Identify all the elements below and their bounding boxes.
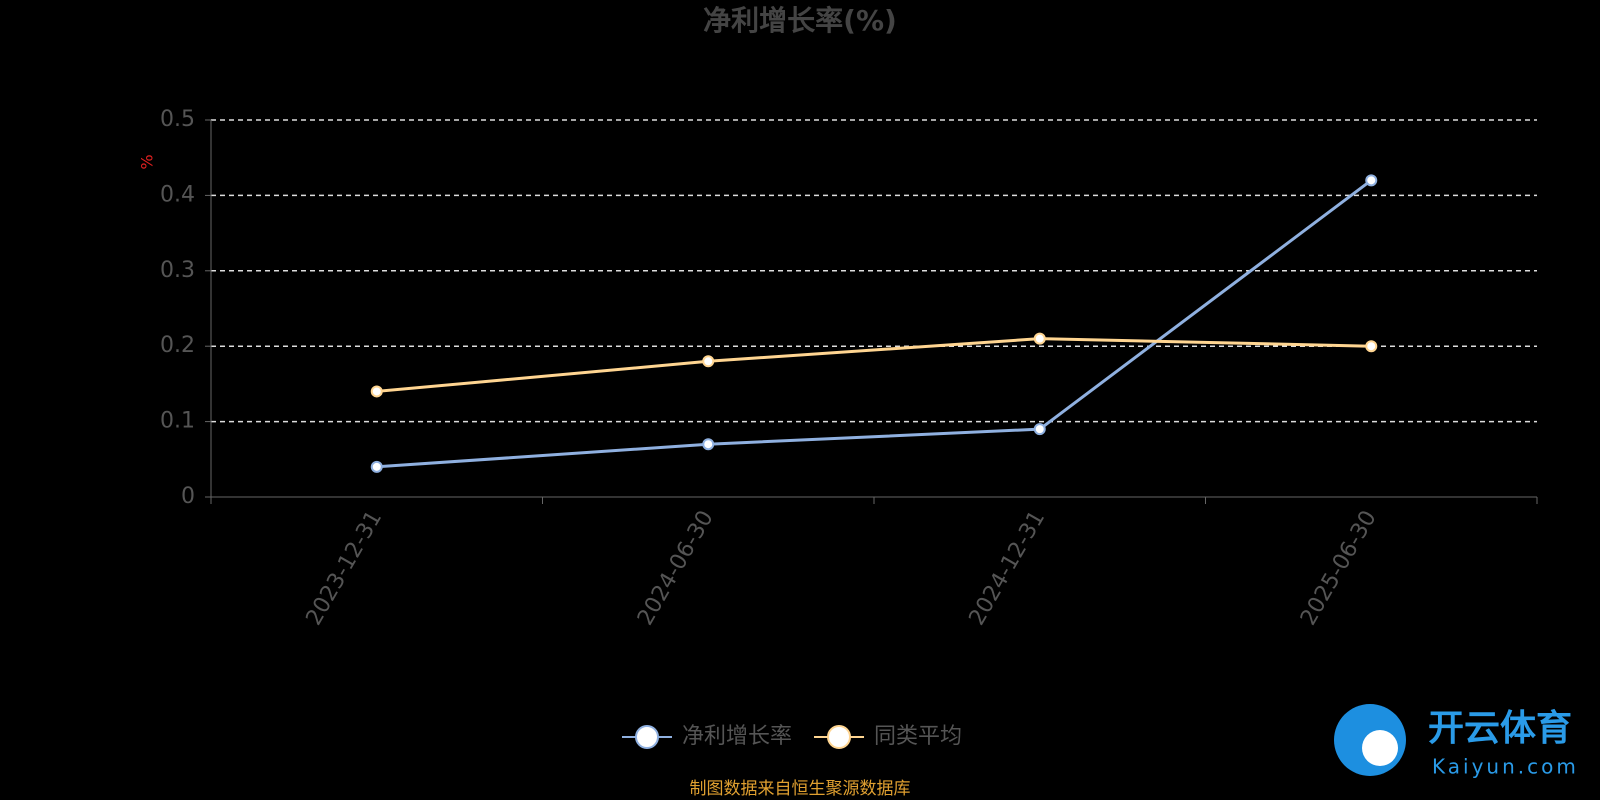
data-point bbox=[702, 355, 715, 368]
watermark: 开云体育 Kaiyun.com bbox=[1334, 704, 1579, 779]
data-point bbox=[1365, 340, 1378, 353]
legend-marker bbox=[635, 725, 659, 749]
y-tick-label: 0.5 bbox=[160, 107, 195, 132]
y-tick-label: 0 bbox=[181, 484, 195, 509]
chart-title: 净利增长率(%) bbox=[703, 4, 897, 37]
y-axis-label: % bbox=[138, 154, 157, 169]
data-point bbox=[1033, 423, 1046, 436]
y-tick-label: 0.3 bbox=[160, 258, 195, 283]
data-point bbox=[702, 438, 715, 451]
data-point bbox=[1365, 174, 1378, 187]
series-line bbox=[376, 337, 1372, 393]
watermark-brand: 开云体育 bbox=[1428, 708, 1572, 749]
y-tick-label: 0.1 bbox=[160, 409, 195, 434]
series-line bbox=[376, 179, 1373, 469]
legend-item: 净利增长率 bbox=[622, 724, 792, 749]
watermark-site: Kaiyun.com bbox=[1432, 755, 1579, 779]
legend-label: 净利增长率 bbox=[682, 724, 792, 749]
data-point bbox=[370, 385, 383, 398]
legend-label: 同类平均 bbox=[874, 724, 962, 749]
watermark-ball bbox=[1362, 730, 1398, 766]
legend-marker bbox=[827, 725, 852, 749]
legend-item: 同类平均 bbox=[814, 724, 962, 749]
data-point bbox=[1033, 332, 1046, 345]
source-note: 制图数据来自恒生聚源数据库 bbox=[690, 779, 911, 799]
y-tick-label: 0.2 bbox=[160, 333, 195, 358]
y-tick-label: 0.4 bbox=[160, 182, 195, 207]
data-point bbox=[370, 460, 383, 473]
